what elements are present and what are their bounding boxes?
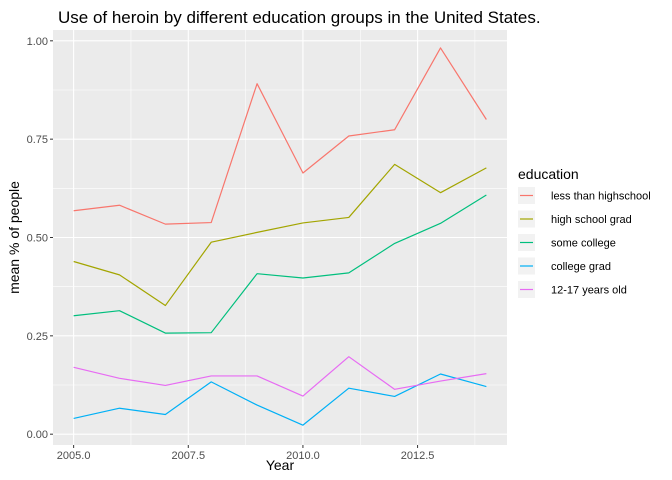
x-tick-label: 2007.5 — [171, 450, 205, 462]
legend-item: high school grad — [518, 210, 632, 228]
legend-label: less than highschool — [551, 191, 651, 203]
legend-item: college grad — [518, 257, 611, 275]
x-axis: 2005.0 2007.5 2010.0 2012.5 — [57, 445, 435, 462]
y-tick-label: 0.00 — [27, 429, 48, 441]
x-tick-label: 2010.0 — [286, 450, 320, 462]
y-axis: 0.00 0.25 0.50 0.75 1.00 — [27, 36, 53, 441]
y-tick-label: 0.75 — [27, 134, 48, 146]
series-line-less-than-highschool — [73, 47, 487, 225]
x-tick-label: 2012.5 — [401, 450, 435, 462]
y-tick-label: 1.00 — [27, 36, 48, 48]
legend-items: less than highschool high school grad some… — [518, 187, 651, 298]
series-line-some-college — [73, 194, 487, 334]
legend-label: high school grad — [551, 214, 632, 226]
x-tick-label: 2005.0 — [57, 450, 91, 462]
y-tick-label: 0.25 — [27, 331, 48, 343]
legend-title: education — [518, 166, 579, 182]
series-line-high-school-grad — [73, 163, 487, 307]
legend-item: less than highschool — [518, 187, 651, 204]
series-line-12-17-years-old — [73, 356, 487, 397]
legend-item: 12-17 years old — [518, 281, 627, 298]
x-axis-title: Year — [266, 457, 295, 473]
legend-label: 12-17 years old — [551, 285, 627, 297]
y-tick-label: 0.50 — [27, 233, 48, 245]
legend: education less than highschool high schoo… — [518, 166, 651, 298]
legend-label: college grad — [551, 261, 611, 273]
series-lines — [73, 47, 487, 426]
legend-item: some college — [518, 234, 616, 251]
chart-title: Use of heroin by different education gro… — [58, 8, 541, 27]
grid-major — [53, 30, 507, 445]
legend-label: some college — [551, 238, 616, 250]
y-axis-title: mean % of people — [6, 181, 22, 294]
